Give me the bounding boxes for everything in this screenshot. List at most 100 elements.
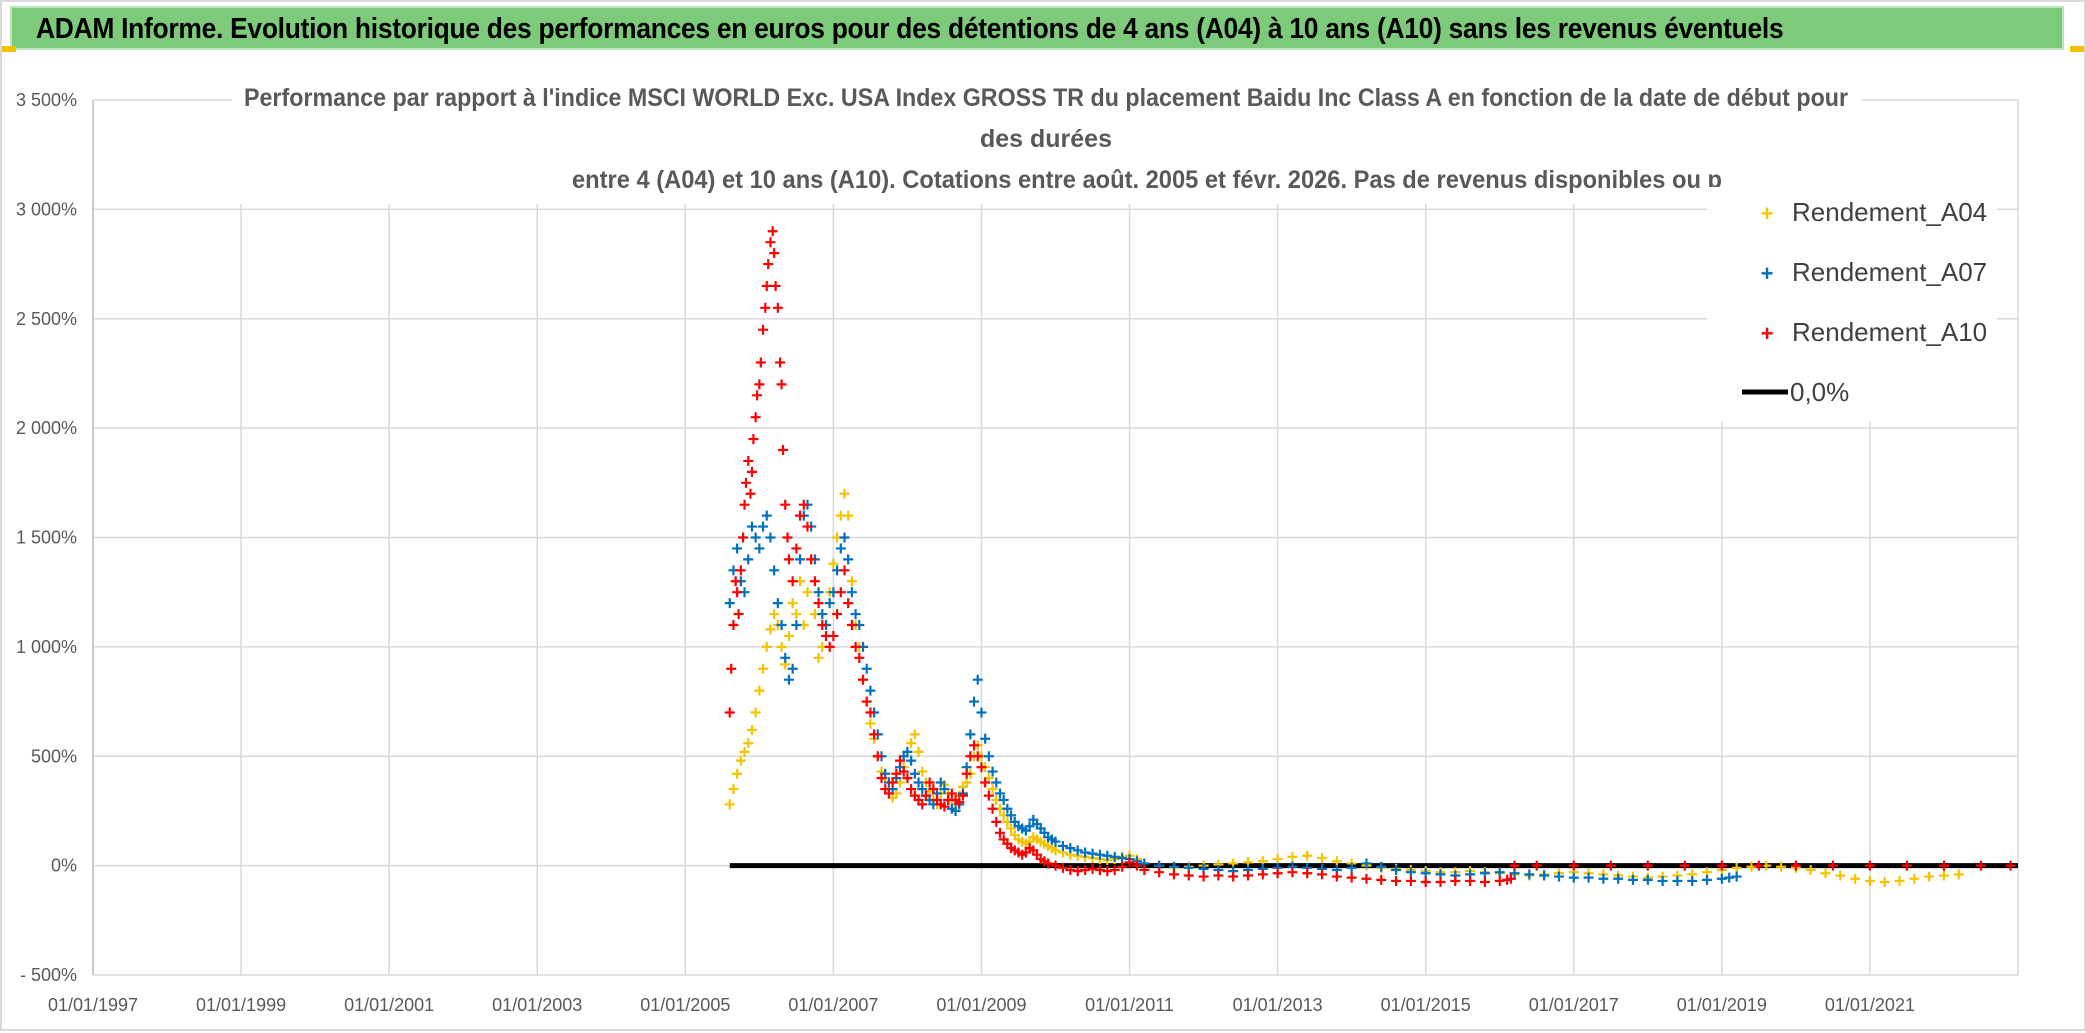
data-point <box>748 434 759 445</box>
data-point <box>787 576 798 587</box>
data-point <box>809 576 820 587</box>
data-point <box>738 532 749 543</box>
data-point <box>1124 857 1135 868</box>
data-point <box>1687 875 1698 886</box>
chart-title-line-3: entre 4 (A04) et 10 ans (A10). Cotations… <box>572 166 1722 194</box>
data-point <box>2005 860 2016 871</box>
data-point <box>1642 874 1653 885</box>
data-point <box>917 766 928 777</box>
data-point <box>983 751 994 762</box>
banner-title: ADAM Informe. Evolution historique des p… <box>36 13 1784 45</box>
legend-marker-a10: + <box>1761 321 1774 346</box>
data-point <box>1827 860 1838 871</box>
data-point <box>898 766 909 777</box>
data-point <box>839 565 850 576</box>
data-point <box>843 598 854 609</box>
data-point <box>724 799 735 810</box>
data-point <box>1479 877 1490 888</box>
legend: + Rendement_A04 + Rendement_A07 + Rendem… <box>1707 187 1997 422</box>
legend-label-a07: Rendement_A07 <box>1792 257 1987 287</box>
data-point <box>761 510 772 521</box>
data-point <box>769 248 780 259</box>
data-point <box>1702 874 1713 885</box>
data-point <box>1272 868 1283 879</box>
data-point <box>865 685 876 696</box>
data-point <box>1835 870 1846 881</box>
data-point <box>745 488 756 499</box>
data-point <box>1938 860 1949 871</box>
data-point <box>739 499 750 510</box>
data-point <box>1391 865 1402 875</box>
data-point <box>750 532 761 543</box>
data-point <box>828 630 839 641</box>
legend-item-a10: + Rendement_A10 <box>1761 317 1988 347</box>
data-point <box>865 707 876 718</box>
data-point <box>1894 875 1905 886</box>
data-point <box>969 740 980 751</box>
data-point <box>760 302 771 313</box>
data-point <box>1850 873 1861 884</box>
data-point <box>802 521 813 532</box>
y-tick-label: 1 000% <box>16 637 77 657</box>
data-point <box>765 237 776 248</box>
data-point <box>770 280 781 291</box>
data-point <box>758 324 769 335</box>
chart-title-line-1: Performance par rapport à l'indice MSCI … <box>244 84 1848 112</box>
data-point <box>1975 860 1986 871</box>
data-point <box>1820 868 1831 879</box>
data-point <box>987 784 998 795</box>
data-point <box>1753 860 1764 871</box>
data-point <box>1405 867 1416 878</box>
data-point <box>1287 851 1298 862</box>
data-points <box>724 226 2016 888</box>
data-point <box>724 598 735 609</box>
data-point <box>1731 862 1742 873</box>
data-point <box>754 379 765 390</box>
data-point <box>776 379 787 390</box>
data-point <box>1731 871 1742 882</box>
data-point <box>1864 860 1875 871</box>
data-point <box>1317 869 1328 880</box>
data-point <box>987 803 998 814</box>
data-point <box>761 280 772 291</box>
data-point <box>1953 869 1964 880</box>
data-point <box>1505 873 1516 884</box>
data-point <box>1450 875 1461 886</box>
data-point <box>917 799 928 810</box>
data-point <box>1598 873 1609 884</box>
x-tick-label: 01/01/2007 <box>788 995 878 1015</box>
data-point <box>1909 873 1920 884</box>
data-point <box>865 718 876 729</box>
data-point <box>876 773 887 784</box>
data-point <box>806 554 817 565</box>
x-tick-label: 01/01/2015 <box>1381 995 1471 1015</box>
data-point <box>991 777 1002 788</box>
data-point <box>743 738 754 749</box>
data-point <box>891 768 902 779</box>
x-tick-label: 01/01/2019 <box>1677 995 1767 1015</box>
data-point <box>1302 850 1313 861</box>
data-point <box>1420 868 1431 879</box>
data-point <box>1465 875 1476 886</box>
data-point <box>828 558 839 569</box>
data-point <box>735 755 746 766</box>
data-point <box>1494 867 1505 878</box>
data-point <box>783 674 794 685</box>
data-point <box>1243 870 1253 881</box>
data-point <box>909 729 920 740</box>
data-point <box>776 641 787 652</box>
data-point <box>835 543 846 554</box>
data-point <box>1479 868 1490 879</box>
legend-item-a07: + Rendement_A07 <box>1761 257 1988 287</box>
data-point <box>783 554 794 565</box>
x-tick-label: 01/01/2001 <box>344 995 434 1015</box>
data-point <box>1642 860 1653 871</box>
data-point <box>961 777 972 788</box>
data-point <box>854 652 865 663</box>
data-point <box>824 598 835 609</box>
data-point <box>787 663 798 674</box>
data-point <box>1317 852 1328 863</box>
data-point <box>761 641 772 652</box>
